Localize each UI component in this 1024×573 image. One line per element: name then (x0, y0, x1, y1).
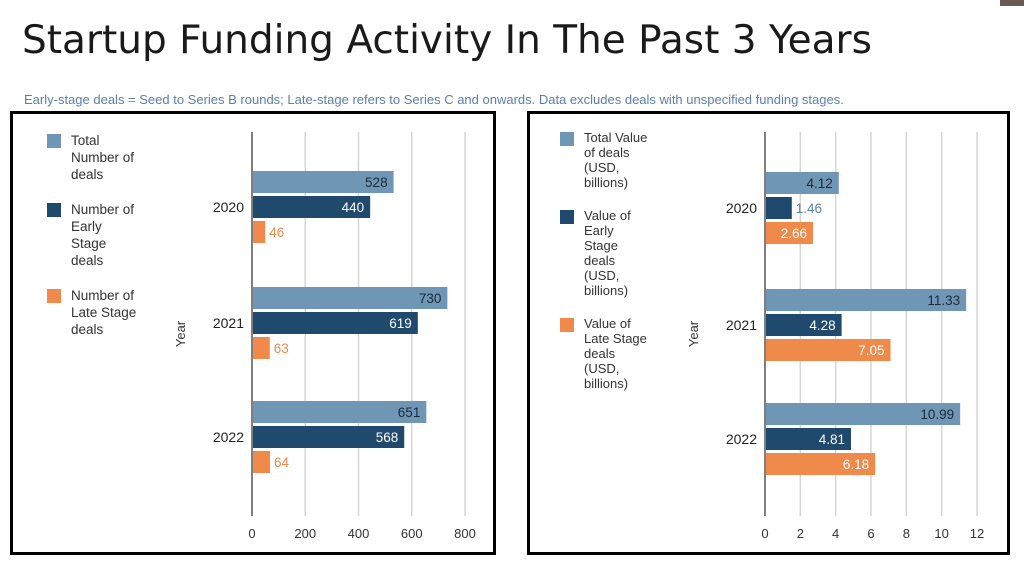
bar (766, 314, 842, 336)
legend-item-total: Total Value of deals (USD, billions) (560, 130, 647, 190)
legend-swatch (560, 318, 574, 332)
deal-value-bar-chart: 0 2 4 6 8 10 12 Year 2020 4.12 1.46 2.66 2021 11.33 4.… (686, 132, 984, 541)
legend-item-late: Number of Late Stage deals (47, 287, 136, 338)
bar-value-label: 6.18 (843, 457, 869, 472)
bar (766, 453, 876, 475)
legend-label: Value of Early Stage deals (USD, billion… (584, 208, 631, 298)
legend-label: Number of Late Stage deals (71, 288, 137, 337)
legend: Total Value of deals (USD, billions) Val… (560, 130, 647, 409)
bar (766, 222, 813, 244)
legend: Total Number of deals Number of Early St… (47, 132, 136, 356)
legend-item-early: Value of Early Stage deals (USD, billion… (560, 208, 647, 298)
legend-item-total: Total Number of deals (47, 132, 136, 183)
x-tick-label: 600 (401, 526, 423, 541)
corner-mark (1000, 0, 1024, 6)
legend-label: Number of Early Stage deals (71, 202, 135, 268)
bar-value-label: 440 (342, 200, 365, 215)
legend-item-early: Number of Early Stage deals (47, 201, 136, 269)
bar-value-label: 64 (274, 455, 290, 470)
bar-value-label: 568 (376, 430, 399, 445)
page-title: Startup Funding Activity In The Past 3 Y… (22, 18, 872, 63)
bar-value-label: 730 (419, 291, 442, 306)
legend-item-late: Value of Late Stage deals (USD, billions… (560, 316, 647, 391)
deal-count-chart-panel: Total Number of deals Number of Early St… (10, 111, 496, 555)
bar (253, 426, 405, 448)
y-tick-label: 2020 (726, 200, 757, 216)
bar (253, 451, 271, 473)
y-tick-label: 2022 (726, 431, 757, 447)
chart-subtitle: Early-stage deals = Seed to Series B rou… (24, 92, 844, 107)
deal-value-chart-panel: Total Value of deals (USD, billions) Val… (527, 111, 1010, 555)
legend-swatch (560, 210, 574, 224)
legend-swatch (47, 134, 61, 148)
y-tick-label: 2022 (213, 429, 244, 445)
y-tick-label: 2020 (213, 199, 244, 215)
legend-swatch (47, 203, 61, 217)
bar (253, 171, 394, 193)
bar-value-label: 11.33 (927, 293, 960, 308)
bar (766, 403, 961, 425)
bar (253, 287, 448, 309)
bar-value-label: 651 (398, 405, 421, 420)
x-tick-label: 12 (970, 526, 984, 541)
bar (766, 197, 792, 219)
x-tick-label: 8 (903, 526, 910, 541)
x-tick-label: 400 (348, 526, 370, 541)
bar-value-label: 46 (269, 225, 284, 240)
x-tick-label: 2 (797, 526, 804, 541)
bar (253, 312, 418, 334)
x-tick-label: 0 (248, 526, 255, 541)
bar (766, 172, 839, 194)
bar-value-label: 4.28 (809, 318, 835, 333)
x-tick-label: 0 (761, 526, 768, 541)
bar-value-label: 1.46 (796, 201, 822, 216)
bar-value-label: 528 (365, 175, 388, 190)
x-tick-label: 200 (294, 526, 316, 541)
y-tick-label: 2021 (213, 315, 244, 331)
legend-swatch (47, 289, 61, 303)
bar (253, 401, 427, 423)
x-tick-label: 10 (934, 526, 948, 541)
legend-label: Total Value of deals (USD, billions) (584, 130, 648, 190)
x-tick-label: 800 (454, 526, 476, 541)
bar-value-label: 4.81 (819, 432, 845, 447)
legend-swatch (560, 132, 574, 146)
bar (766, 289, 967, 311)
bar-value-label: 619 (389, 316, 412, 331)
bar-value-label: 10.99 (920, 407, 954, 422)
y-tick-label: 2021 (726, 317, 757, 333)
bar (253, 196, 371, 218)
legend-label: Total Number of deals (71, 133, 135, 182)
x-tick-label: 6 (867, 526, 874, 541)
bar (766, 339, 891, 361)
bar (253, 221, 266, 243)
bar (253, 337, 270, 359)
legend-label: Value of Late Stage deals (USD, billions… (584, 316, 647, 391)
x-tick-label: 4 (832, 526, 839, 541)
y-axis-title: Year (173, 320, 188, 347)
y-axis-title: Year (686, 320, 701, 347)
bar-value-label: 2.66 (781, 226, 807, 241)
bar-value-label: 4.12 (807, 176, 833, 191)
bar (766, 428, 851, 450)
bar-value-label: 7.05 (858, 343, 884, 358)
bar-value-label: 63 (274, 341, 289, 356)
